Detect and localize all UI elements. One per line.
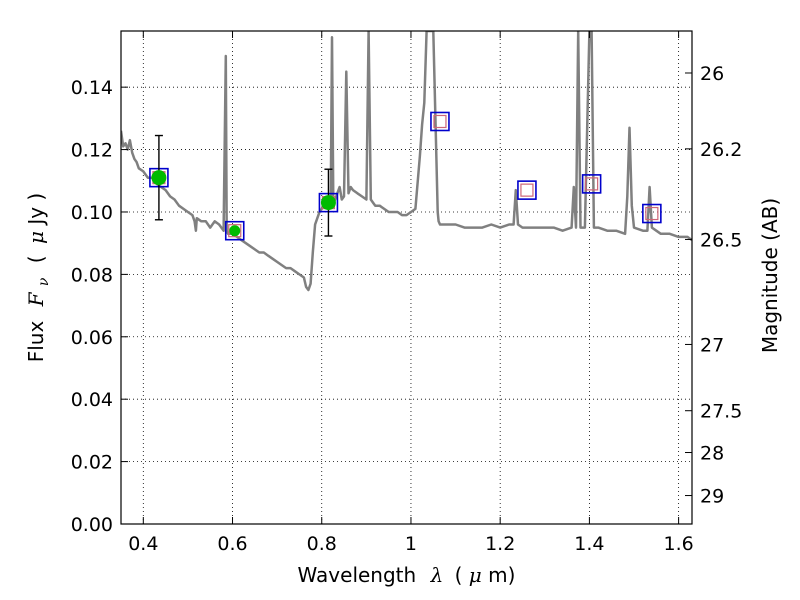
marker-layer bbox=[149, 111, 662, 241]
y2-tick-label: 29 bbox=[700, 486, 724, 508]
plot-frame bbox=[120, 30, 693, 525]
model-band-square-inner bbox=[228, 224, 242, 238]
y-axis-title-mu: μ bbox=[24, 231, 48, 244]
y-axis-title-text: Flux bbox=[24, 321, 48, 363]
series-layer bbox=[121, 31, 692, 292]
y-axis-title: Flux F ν ( μ Jy ) bbox=[24, 193, 53, 363]
y2-axis-title: Magnitude (AB) bbox=[758, 198, 782, 353]
y-tick-label: 0.04 bbox=[71, 389, 113, 411]
photometry-point bbox=[229, 225, 241, 237]
y2-tick-label: 27.5 bbox=[700, 401, 742, 423]
x-tick-label: 1.4 bbox=[574, 533, 604, 555]
model-band-square bbox=[642, 203, 662, 224]
y-tick-label: 0.12 bbox=[71, 140, 113, 162]
x-tick-label: 0.4 bbox=[128, 533, 158, 555]
y-tick-label: 0.10 bbox=[71, 202, 113, 224]
model-band-square bbox=[224, 220, 245, 241]
photometry-point bbox=[320, 195, 336, 211]
model-band-square bbox=[517, 180, 537, 200]
y2-tick-label: 27 bbox=[700, 334, 724, 356]
y2-tick-label: 26 bbox=[700, 63, 724, 85]
x-tick-label: 0.8 bbox=[307, 533, 337, 555]
x-tick-label: 1 bbox=[405, 533, 417, 555]
model-band-square-inner bbox=[520, 183, 534, 197]
x-tick-label: 1.6 bbox=[664, 533, 694, 555]
y-tick-label: 0.02 bbox=[71, 452, 113, 474]
x-tick-label: 1.2 bbox=[485, 533, 515, 555]
y-axis-title-subscript: ν bbox=[36, 277, 52, 286]
photometry-point bbox=[151, 170, 167, 186]
y2-tick-label: 26.2 bbox=[700, 139, 742, 161]
y-axis-title-unit: Jy ) bbox=[24, 193, 48, 227]
x-axis-title-paren: ( bbox=[455, 563, 463, 587]
x-axis-title-mu: μ bbox=[469, 563, 482, 587]
series-line-model-spectrum bbox=[121, 31, 692, 292]
model-band-square-inner bbox=[645, 206, 659, 221]
y-tick-label: 0.14 bbox=[71, 77, 113, 99]
y-axis-title-symbol: F bbox=[24, 291, 48, 307]
x-axis-title-unit: m) bbox=[488, 563, 515, 587]
model-band-square bbox=[430, 111, 450, 132]
model-band-square-inner bbox=[585, 177, 599, 191]
x-axis-title-text: Wavelength bbox=[298, 563, 417, 587]
y-tick-label: 0.06 bbox=[71, 327, 113, 349]
y-tick-label: 0.08 bbox=[71, 264, 113, 286]
x-axis-title: Wavelength λ ( μ m) bbox=[298, 563, 516, 587]
model-band-square-inner bbox=[433, 114, 447, 129]
y2-tick-label: 28 bbox=[700, 443, 724, 465]
y-tick-label: 0.00 bbox=[71, 514, 113, 536]
y2-tick-label: 26.5 bbox=[700, 229, 742, 251]
grid-lines bbox=[121, 31, 692, 524]
y-axis-title-paren: ( bbox=[24, 255, 48, 263]
model-band-square bbox=[581, 174, 602, 194]
x-tick-label: 0.6 bbox=[217, 533, 247, 555]
x-axis-title-symbol: λ bbox=[430, 563, 444, 587]
tick-layer: 0.4 0.6 0.8 1 1.2 1.4 1.6 0.00 0.02 0.04 0.06 0.08 0… bbox=[71, 31, 742, 555]
